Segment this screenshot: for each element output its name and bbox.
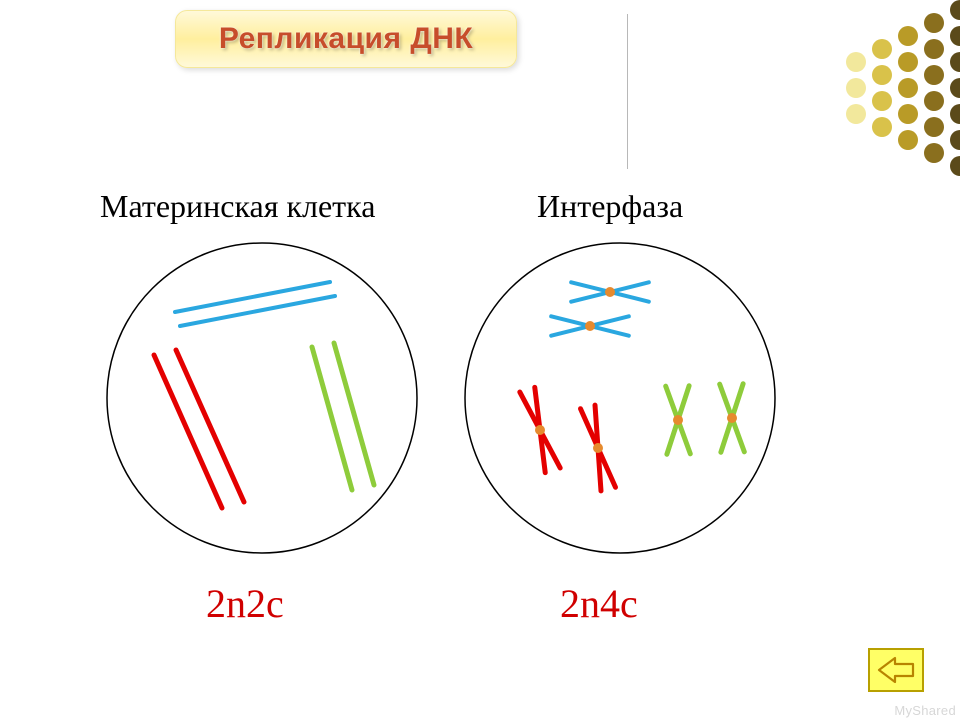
watermark: MyShared <box>894 703 956 718</box>
formula-right: 2n4c <box>560 580 638 627</box>
nav-back-button[interactable] <box>868 648 924 692</box>
arrow-left-icon <box>877 656 915 684</box>
formula-left: 2n2c <box>206 580 284 627</box>
cell-diagram <box>0 0 960 720</box>
